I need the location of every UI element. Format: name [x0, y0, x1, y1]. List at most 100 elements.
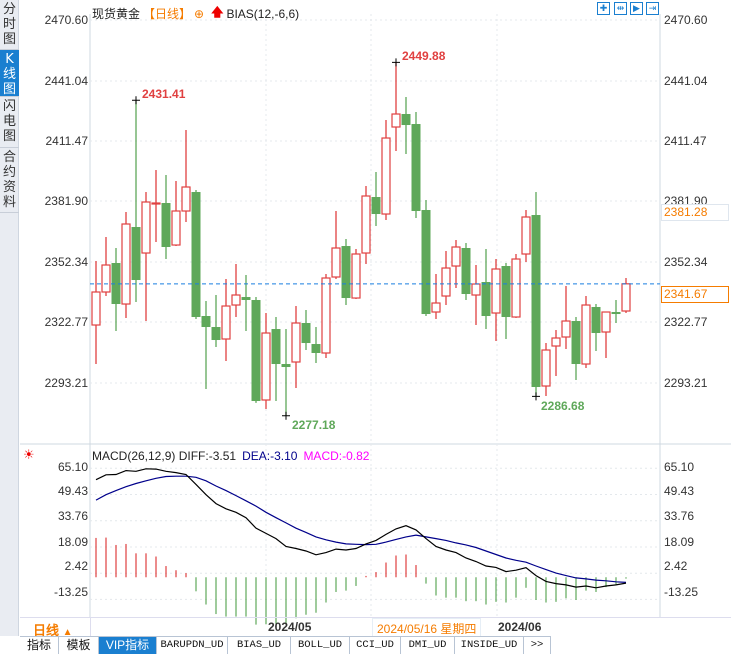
candle-body-down [241, 297, 251, 300]
tab-vip-indicators[interactable]: VIP指标 [99, 637, 157, 654]
candle-body-down [461, 248, 471, 295]
period-label[interactable]: 【日线】 [143, 7, 192, 21]
price-axis-label: 2322.77 [664, 315, 708, 329]
sidebar-tab-flash[interactable]: 闪电图 [0, 97, 19, 148]
red-up-arrow-icon[interactable]: 🡅 [211, 5, 224, 19]
period-selector[interactable]: 日线 ▲ [20, 618, 91, 638]
crosshair-add-icon[interactable]: ⊕ [194, 6, 205, 21]
candle-body-up [151, 202, 161, 205]
date-label: 2024/05 [268, 620, 312, 634]
indicator-label[interactable]: BIAS(12,-6,6) [226, 6, 300, 21]
high-annotation: 2449.88 [402, 49, 446, 63]
price-axis-label: 2293.21 [664, 376, 708, 390]
dea-value: DEA:-3.10 [242, 449, 298, 463]
candle-body-up [391, 113, 401, 128]
tab-inside-ud[interactable]: INSIDE_UD [455, 637, 524, 654]
sidebar: 分时图 K线图 闪电图 合约资料 [0, 0, 19, 636]
candle-body-down [401, 114, 411, 126]
price-axis-label: 2470.60 [44, 13, 88, 27]
tab-indicators[interactable]: 指标 [20, 637, 59, 654]
candle-body-down [311, 344, 321, 353]
extreme-marker [392, 58, 400, 67]
price-axis-label: 2381.90 [44, 194, 88, 208]
price-axis-label: 2470.60 [664, 13, 708, 27]
candle-body-up [561, 320, 571, 338]
price-axis-label: 2441.04 [44, 74, 88, 88]
candle-body-up [361, 195, 371, 254]
tab-boll-ud[interactable]: BOLL_UD [291, 637, 350, 654]
macd-axis-label: 65.10 [664, 460, 695, 474]
candle-body-up [101, 264, 111, 293]
candle-body-down [591, 306, 601, 334]
macd-header: MACD(26,12,9) DIFF:-3.51 DEA:-3.10 MACD:… [92, 449, 369, 463]
price-axis-label: 2411.47 [45, 134, 89, 148]
extreme-marker [132, 96, 140, 105]
candle-body-up [331, 247, 341, 278]
price-axis-label: 2352.34 [664, 255, 708, 269]
exit-icon[interactable]: ⇥ [646, 2, 659, 15]
sidebar-tab-kline[interactable]: K线图 [0, 50, 19, 97]
candle-body-up [121, 223, 131, 305]
indicator-tabs: 指标 模板 VIP指标 BARUPDN_UD BIAS_UD BOLL_UD C… [20, 636, 551, 654]
diff-line [95, 468, 627, 589]
candle-body-down [371, 197, 381, 215]
tab-dmi-ud[interactable]: DMI_UD [401, 637, 455, 654]
last-price-box: 2341.67 [661, 286, 729, 303]
candle-body-up [181, 186, 191, 212]
candle-body-up [261, 332, 271, 401]
tab-barupdn-ud[interactable]: BARUPDN_UD [157, 637, 228, 654]
price-axis-label: 2293.21 [44, 376, 88, 390]
play-range-icon[interactable]: ▶ [630, 2, 643, 15]
candle-body-down [411, 124, 421, 212]
candle-body-up [321, 277, 331, 354]
candle-body-up [141, 201, 151, 254]
macd-axis-label: 18.09 [664, 535, 695, 549]
candle-body-up [581, 304, 591, 365]
candle-body-up [171, 210, 181, 246]
zoom-range-icon[interactable]: ⇹ [614, 2, 627, 15]
candle-body-down [501, 266, 511, 318]
candle-body-up [91, 291, 101, 326]
tab-more[interactable]: >> [524, 637, 551, 654]
candle-body-up [541, 349, 551, 387]
tab-cci-ud[interactable]: CCI_UD [350, 637, 401, 654]
date-label: 2024/06 [498, 620, 542, 634]
candle-body-down [571, 321, 581, 365]
highlight-price-box: 2381.28 [661, 204, 729, 221]
sidebar-tab-contract-info[interactable]: 合约资料 [0, 148, 19, 213]
candle-body-up [621, 283, 631, 312]
candle-body-down [481, 282, 491, 317]
macd-axis-label: 33.76 [664, 509, 695, 523]
candle-body-up [351, 253, 361, 299]
instrument-name: 现货黄金 [92, 7, 141, 21]
high-annotation: 2431.41 [142, 87, 186, 101]
sidebar-tab-timeshare[interactable]: 分时图 [0, 0, 19, 50]
macd-axis-label: -13.25 [664, 585, 699, 599]
crosshair-icon[interactable]: ✚ [597, 2, 610, 15]
candle-body-up [521, 216, 531, 255]
macd-axis-label: 2.42 [64, 559, 88, 573]
macd-axis-label: 18.09 [57, 535, 88, 549]
dea-line [95, 475, 627, 583]
low-annotation: 2277.18 [292, 418, 336, 432]
macd-settings-icon[interactable]: ☀ [23, 447, 35, 462]
macd-value: MACD:-0.82 [303, 449, 370, 463]
candle-body-down [211, 327, 221, 341]
price-axis-label: 2322.77 [44, 315, 88, 329]
candle-body-up [231, 294, 241, 306]
macd-axis-label: 2.42 [664, 559, 688, 573]
tab-bias-ud[interactable]: BIAS_UD [228, 637, 291, 654]
candle-body-down [301, 322, 311, 344]
price-axis-label: 2352.34 [44, 255, 88, 269]
candle-body-up [511, 258, 521, 318]
candle-body-down [271, 329, 281, 365]
tab-templates[interactable]: 模板 [59, 637, 99, 654]
candle-body-up [601, 311, 611, 333]
candle-body-up [381, 137, 391, 215]
candle-body-up [471, 283, 481, 296]
candle-body-up [221, 305, 231, 340]
candle-body-up [441, 267, 451, 297]
macd-axis-label: 33.76 [57, 509, 88, 523]
macd-axis-label: -13.25 [53, 585, 88, 599]
